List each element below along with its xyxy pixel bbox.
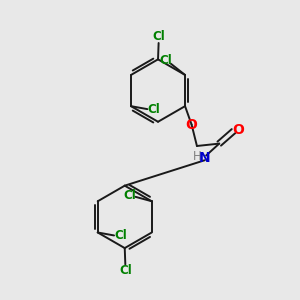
Text: Cl: Cl: [123, 189, 136, 202]
Text: H: H: [193, 151, 202, 164]
Text: O: O: [186, 118, 197, 132]
Text: Cl: Cl: [148, 103, 160, 116]
Text: Cl: Cl: [114, 229, 127, 242]
Text: O: O: [232, 123, 244, 137]
Text: Cl: Cl: [119, 265, 132, 278]
Text: Cl: Cl: [152, 30, 165, 43]
Text: Cl: Cl: [159, 54, 172, 67]
Text: N: N: [199, 151, 211, 165]
